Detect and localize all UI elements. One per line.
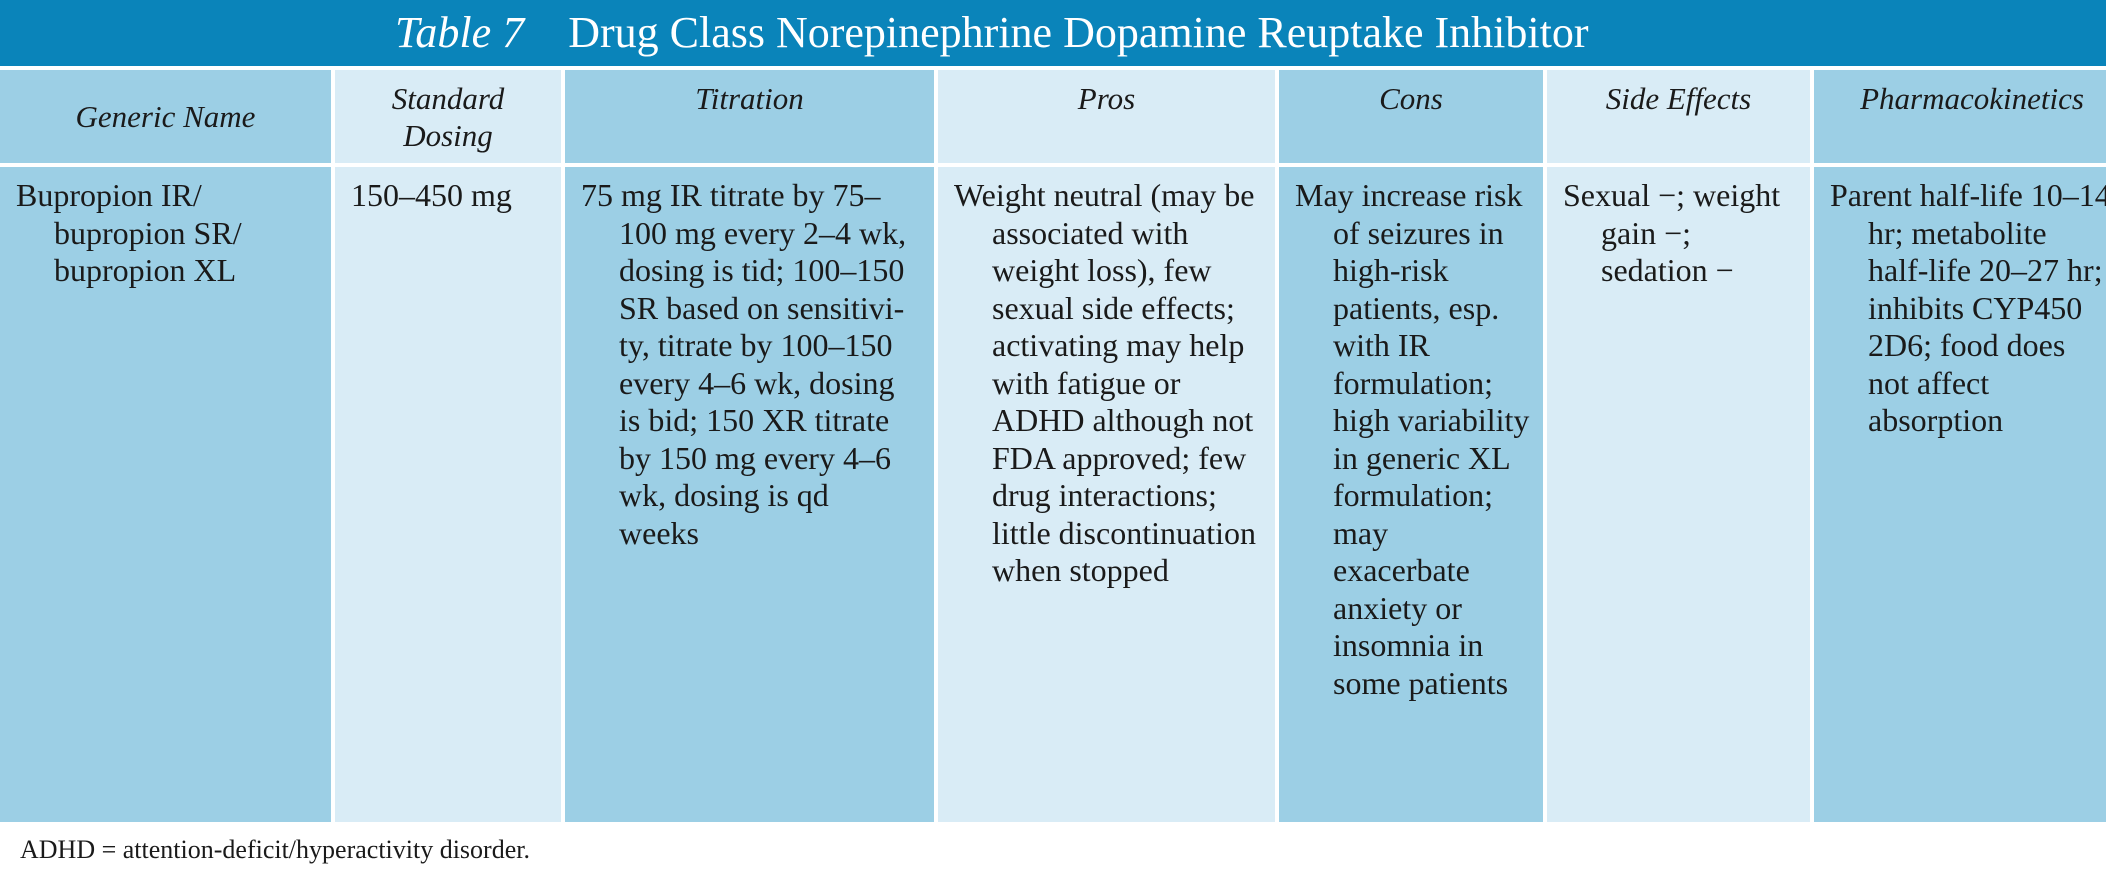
table-title: Table 7 Drug Class Norepinephrine Dopamin… <box>0 0 2106 66</box>
header-generic-name: Generic Name <box>0 70 331 163</box>
header-cons-label: Cons <box>1379 81 1443 116</box>
header-pros: Pros <box>938 70 1275 163</box>
pharmacokinetics-text: Parent half-life 10–14 hr; metabolite ha… <box>1830 177 2106 438</box>
header-side-effects: Side Effects <box>1547 70 1810 163</box>
cell-pharmacokinetics: Parent half-life 10–14 hr; metabolite ha… <box>1814 167 2106 822</box>
header-generic-name-label: Generic Name <box>75 99 256 134</box>
cell-pros: Weight neutral (may be associated with w… <box>938 167 1275 822</box>
cons-text: May increase risk of seizures in high-ri… <box>1295 177 1530 701</box>
header-standard-dosing: Standard Dosing <box>335 70 561 163</box>
table-number: Table 7 <box>395 8 525 57</box>
drug-table: Generic Name Standard Dosing Titration P… <box>0 70 2106 822</box>
cell-standard-dosing: 150–450 mg <box>335 167 561 822</box>
cell-cons: May increase risk of seizures in high-ri… <box>1279 167 1543 822</box>
cell-side-effects: Sexual −; weight gain −; sedation − <box>1547 167 1810 822</box>
header-side-effects-label: Side Effects <box>1605 81 1752 116</box>
side-effects-text: Sexual −; weight gain −; sedation − <box>1563 177 1781 288</box>
header-standard-dosing-label: Standard Dosing <box>391 81 505 153</box>
header-pharmacokinetics-label: Pharmacokinetics <box>1860 81 2084 116</box>
header-cons: Cons <box>1279 70 1543 163</box>
table-footnote: ADHD = attention-deficit/hyperactivity d… <box>20 835 530 864</box>
generic-name-text: Bupropion IR/ bupropion SR/ bupropion XL <box>16 177 242 288</box>
table-title-text: Drug Class Norepinephrine Dopamine Reupt… <box>568 8 1589 57</box>
header-titration-label: Titration <box>695 81 804 116</box>
cell-generic-name: Bupropion IR/ bupropion SR/ bupropion XL <box>0 167 331 822</box>
pros-text: Weight neutral (may be associated with w… <box>954 177 1256 588</box>
header-pharmacokinetics: Pharmacokinetics <box>1814 70 2106 163</box>
header-titration: Titration <box>565 70 934 163</box>
cell-titration: 75 mg IR titrate by 75–100 mg every 2–4 … <box>565 167 934 822</box>
titration-text: 75 mg IR titrate by 75–100 mg every 2–4 … <box>581 177 907 551</box>
header-pros-label: Pros <box>1077 81 1136 116</box>
standard-dosing-text: 150–450 mg <box>351 177 512 213</box>
